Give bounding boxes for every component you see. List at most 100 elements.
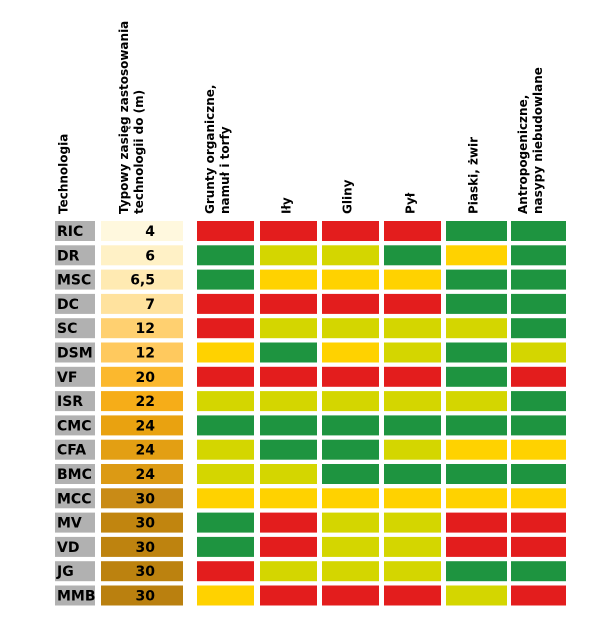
suitability-cell — [322, 221, 379, 241]
tech-label: BMC — [57, 467, 92, 483]
suitability-cell — [197, 269, 254, 290]
suitability-cell — [322, 342, 379, 363]
suitability-cell — [197, 512, 254, 533]
tech-label: ISR — [57, 394, 83, 410]
suitability-cell — [384, 536, 441, 557]
tech-cell — [55, 415, 95, 436]
suitability-cell — [384, 221, 441, 241]
suitability-cell — [511, 561, 566, 582]
suitability-cell — [322, 536, 379, 557]
tech-label: MCC — [57, 491, 91, 507]
table-row: BMC 24 — [55, 464, 566, 484]
column-header-7-line-0: Antropogeniczne, — [516, 95, 530, 214]
suitability-cell — [446, 366, 507, 387]
tech-cell — [55, 366, 95, 387]
range-label: 24 — [136, 418, 156, 434]
range-cell — [101, 488, 183, 509]
suitability-cell — [260, 221, 317, 241]
column-header-4-line-0: Gliny — [341, 179, 355, 214]
range-label: 30 — [136, 491, 156, 507]
suitability-cell — [260, 342, 317, 363]
suitability-cell — [384, 245, 441, 266]
suitability-cell — [446, 464, 507, 484]
column-header-3-line-0: Iły — [280, 197, 294, 214]
suitability-cell — [384, 488, 441, 509]
suitability-cell — [511, 439, 566, 460]
range-label: 30 — [136, 516, 156, 532]
range-cell — [101, 366, 183, 387]
tech-cell — [55, 585, 95, 606]
column-header-0-line-0: Technologia — [57, 134, 71, 214]
table-row: DSM 12 — [55, 342, 566, 363]
range-label: 12 — [136, 321, 155, 337]
table-row: SC 12 — [55, 318, 566, 339]
suitability-cell — [197, 342, 254, 363]
tech-cell — [55, 342, 95, 363]
tech-label: VD — [57, 540, 79, 556]
suitability-cell — [511, 342, 566, 363]
range-cell — [101, 415, 183, 436]
suitability-cell — [446, 342, 507, 363]
suitability-cell — [260, 293, 317, 314]
suitability-cell — [511, 585, 566, 606]
column-header-2-line-0: Grunty organiczne, — [203, 85, 217, 214]
suitability-cell — [322, 318, 379, 339]
tech-label: DR — [57, 248, 80, 264]
suitability-cell — [511, 318, 566, 339]
suitability-cell — [197, 391, 254, 412]
suitability-cell — [197, 293, 254, 314]
column-header-6-line-0: Piaski, żwir — [467, 137, 481, 214]
column-header-5-line-0: Pył — [404, 192, 418, 214]
range-cell — [101, 536, 183, 557]
suitability-cell — [260, 512, 317, 533]
suitability-cell — [322, 245, 379, 266]
suitability-cell — [260, 366, 317, 387]
tech-cell — [55, 221, 95, 241]
tech-cell — [55, 536, 95, 557]
suitability-cell — [446, 415, 507, 436]
suitability-cell — [384, 439, 441, 460]
suitability-cell — [384, 342, 441, 363]
suitability-cell — [384, 464, 441, 484]
suitability-cell — [260, 318, 317, 339]
suitability-cell — [511, 221, 566, 241]
suitability-cell — [322, 561, 379, 582]
table-row: MSC 6,5 — [55, 269, 566, 290]
tech-label: MV — [57, 516, 82, 532]
suitability-cell — [197, 318, 254, 339]
tech-cell — [55, 464, 95, 484]
table-row: RIC 4 — [55, 221, 566, 241]
range-cell — [101, 293, 183, 314]
range-cell — [101, 391, 183, 412]
tech-cell — [55, 318, 95, 339]
suitability-cell — [197, 221, 254, 241]
table-row: CFA 24 — [55, 439, 566, 460]
column-header-1-line-1: technologii do (m) — [132, 90, 146, 214]
suitability-cell — [260, 585, 317, 606]
suitability-cell — [511, 269, 566, 290]
suitability-cell — [446, 269, 507, 290]
suitability-cell — [197, 245, 254, 266]
range-cell — [101, 561, 183, 582]
suitability-cell — [197, 561, 254, 582]
tech-cell — [55, 488, 95, 509]
suitability-cell — [322, 488, 379, 509]
tech-label: DSM — [57, 346, 93, 362]
suitability-cell — [511, 488, 566, 509]
table-row: MCC 30 — [55, 488, 566, 509]
suitability-cell — [446, 391, 507, 412]
suitability-cell — [322, 391, 379, 412]
tech-label: RIC — [57, 224, 83, 240]
range-label: 24 — [136, 443, 156, 459]
range-label: 4 — [145, 224, 155, 240]
suitability-cell — [197, 464, 254, 484]
suitability-cell — [260, 488, 317, 509]
range-cell — [101, 464, 183, 484]
tech-label: DC — [57, 297, 79, 313]
suitability-cell — [197, 585, 254, 606]
suitability-cell — [322, 415, 379, 436]
suitability-cell — [384, 318, 441, 339]
range-label: 12 — [136, 346, 155, 362]
